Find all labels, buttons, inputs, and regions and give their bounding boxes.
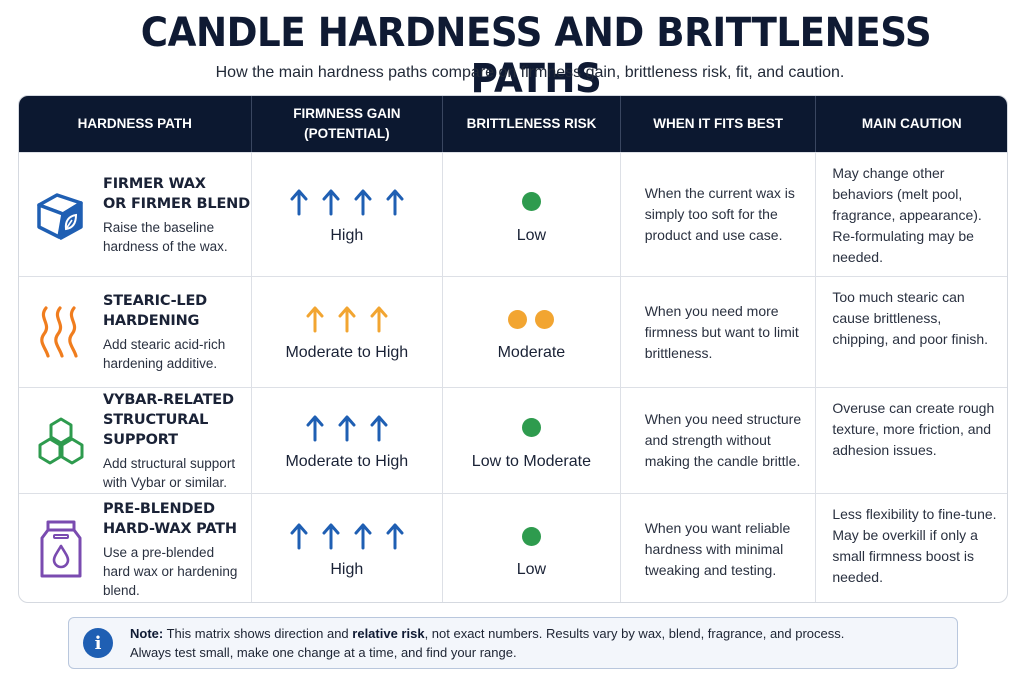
up-arrow-icon	[370, 415, 388, 441]
up-arrow-icon	[354, 523, 372, 550]
path-name: VYBAR-RELATED STRUCTURAL SUPPORT	[103, 391, 234, 448]
firmness-gain-cell: High	[252, 494, 444, 602]
table-header: HARDNESS PATH FIRMNESS GAIN (POTENTIAL) …	[19, 96, 1007, 152]
firmness-label: High	[330, 226, 364, 244]
hardness-path-cell: STEARIC-LED HARDENING Add stearic acid-r…	[19, 277, 252, 387]
main-caution-cell: Less flexibility to fine-tune. May be ov…	[832, 506, 997, 585]
up-arrow-icon	[370, 306, 388, 333]
green-dot-icon	[521, 192, 541, 211]
fits-best-cell: When you need more firmness but want to …	[621, 277, 817, 387]
up-arrow-icon	[322, 523, 340, 550]
brittleness-risk-cell: Low to Moderate	[443, 388, 621, 493]
up-arrow-icon	[338, 306, 356, 333]
firmness-label: Moderate to High	[285, 344, 409, 361]
main-caution-cell: Overuse can create rough texture, more f…	[832, 400, 995, 458]
table-row: VYBAR-RELATED STRUCTURAL SUPPORT Add str…	[19, 387, 1007, 493]
firmness-label: Moderate to High	[285, 452, 409, 470]
firmness-label: High	[330, 561, 364, 578]
column-header-brittleness-risk: BRITTLENESS RISK	[443, 96, 621, 152]
hardness-path-cell: PRE-BLENDED HARD-WAX PATH Use a pre-blen…	[19, 494, 252, 602]
firmness-gain-cell: Moderate to High	[252, 277, 444, 387]
path-description: Add stearic acid-rich hardening additive…	[103, 337, 226, 371]
firmness-arrows	[289, 185, 405, 219]
info-icon: i	[83, 628, 113, 658]
up-arrow-icon	[290, 523, 308, 550]
hardness-path-cell: FIRMER WAX OR FIRMER BLEND Raise the bas…	[19, 153, 252, 276]
up-arrow-icon	[386, 523, 404, 550]
note-box: i Note: This matrix shows direction and …	[68, 617, 958, 669]
up-arrow-icon	[306, 415, 324, 441]
comparison-table: HARDNESS PATH FIRMNESS GAIN (POTENTIAL) …	[18, 95, 1008, 603]
path-name: PRE-BLENDED HARD-WAX PATH	[103, 500, 237, 537]
up-arrow-icon	[306, 306, 324, 333]
up-arrow-icon	[354, 189, 372, 215]
page-subtitle: How the main hardness paths compare on f…	[215, 64, 845, 81]
risk-label: Low	[516, 561, 547, 578]
brittleness-risk-cell: Low	[443, 153, 621, 276]
path-description: Add structural support with Vybar or sim…	[103, 455, 236, 490]
orange-dot-icon	[508, 309, 528, 329]
hardness-path-cell: VYBAR-RELATED STRUCTURAL SUPPORT Add str…	[19, 388, 252, 493]
path-description: Use a pre-blended hard wax or hardening …	[103, 544, 238, 598]
path-description: Raise the baseline hardness of the wax.	[103, 219, 228, 254]
risk-label: Low to Moderate	[471, 452, 591, 470]
column-header-fits-best: WHEN IT FITS BEST	[621, 96, 817, 152]
wax-bag-drop-icon	[33, 517, 89, 581]
risk-dots	[508, 302, 555, 336]
risk-dots	[521, 411, 541, 445]
hexagon-structure-icon	[33, 409, 89, 473]
table-row: STEARIC-LED HARDENING Add stearic acid-r…	[19, 276, 1007, 387]
risk-dots	[521, 185, 541, 219]
orange-dot-icon	[535, 309, 555, 329]
firmness-arrows	[289, 519, 405, 553]
path-name: FIRMER WAX OR FIRMER BLEND	[103, 175, 250, 212]
column-header-main-caution: MAIN CAUTION	[861, 116, 962, 131]
column-header-firmness-gain: FIRMNESS GAIN (POTENTIAL)	[252, 96, 444, 152]
up-arrow-icon	[290, 189, 308, 215]
main-caution-cell: May change other behaviors (melt pool, f…	[832, 165, 982, 265]
fits-best-cell: When the current wax is simply too soft …	[621, 153, 817, 276]
green-dot-icon	[521, 418, 541, 437]
fits-best-cell: When you need structure and strength wit…	[621, 388, 817, 493]
firmness-arrows	[305, 411, 389, 445]
table-row: FIRMER WAX OR FIRMER BLEND Raise the bas…	[19, 152, 1007, 276]
brittleness-risk-cell: Moderate	[443, 277, 621, 387]
firmness-gain-cell: High	[252, 153, 444, 276]
brittleness-risk-cell: Low	[443, 494, 621, 602]
column-header-hardness-path: HARDNESS PATH	[19, 96, 252, 152]
path-name: STEARIC-LED HARDENING	[103, 293, 207, 329]
firmness-gain-cell: Moderate to High	[252, 388, 444, 493]
risk-label: Low	[516, 226, 547, 244]
page-title: CANDLE HARDNESS AND BRITTLENESS PATHS	[140, 10, 932, 102]
risk-label: Moderate	[497, 344, 566, 361]
up-arrow-icon	[338, 415, 356, 441]
wax-cube-leaf-icon	[33, 183, 89, 247]
heat-waves-icon	[33, 300, 89, 364]
risk-dots	[521, 519, 541, 553]
up-arrow-icon	[386, 189, 404, 215]
main-caution-cell: Too much stearic can cause brittleness, …	[832, 289, 989, 347]
table-row: PRE-BLENDED HARD-WAX PATH Use a pre-blen…	[19, 493, 1007, 602]
green-dot-icon	[521, 526, 541, 546]
up-arrow-icon	[322, 189, 340, 215]
firmness-arrows	[305, 302, 389, 336]
note-text: Note: This matrix shows direction and re…	[130, 626, 845, 660]
fits-best-cell: When you want reliable hardness with min…	[621, 494, 817, 602]
